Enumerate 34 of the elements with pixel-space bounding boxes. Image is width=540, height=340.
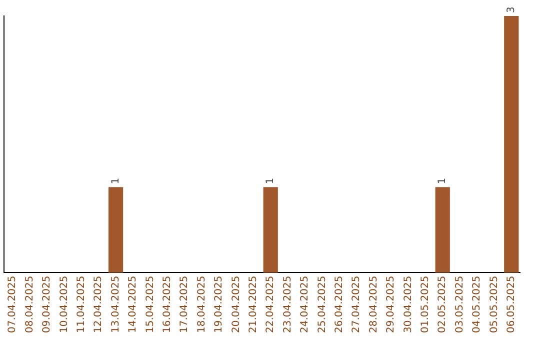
x-tick-label: 03.05.2025 — [454, 276, 466, 334]
x-tick-label: 02.05.2025 — [437, 276, 448, 334]
x-tick-label: 06.05.2025 — [506, 276, 517, 334]
data-label: 3 — [506, 6, 517, 13]
x-tick-label: 09.04.2025 — [42, 276, 53, 334]
x-tick-label: 10.04.2025 — [58, 276, 70, 334]
x-tick-label: 30.04.2025 — [402, 276, 414, 334]
x-tick-label: 11.04.2025 — [76, 276, 87, 334]
x-tick-label: 16.04.2025 — [162, 276, 173, 334]
x-tick-label: 17.04.2025 — [179, 276, 190, 334]
x-tick-label: 23.04.2025 — [282, 276, 294, 334]
data-label: 1 — [110, 178, 122, 184]
x-tick-label: 07.04.2025 — [7, 276, 18, 334]
x-tick-label: 21.04.2025 — [248, 276, 259, 334]
x-tick-label: 12.04.2025 — [93, 276, 104, 334]
x-tick-label: 15.04.2025 — [144, 276, 156, 334]
x-tick-label: 08.04.2025 — [24, 276, 36, 334]
data-label: 1 — [265, 178, 276, 184]
x-tick-label: 13.04.2025 — [110, 276, 122, 334]
x-tick-label: 05.05.2025 — [488, 276, 500, 334]
x-tick-label: 24.04.2025 — [300, 276, 311, 334]
x-tick-label: 22.04.2025 — [265, 276, 276, 334]
x-tick-label: 29.04.2025 — [386, 276, 397, 334]
x-tick-label: 28.04.2025 — [368, 276, 380, 334]
x-tick-label: 25.04.2025 — [316, 276, 328, 334]
data-label: 1 — [437, 178, 448, 184]
x-tick-label: 27.04.2025 — [351, 276, 362, 334]
x-tick-label: 18.04.2025 — [196, 276, 208, 334]
x-tick-label: 26.04.2025 — [334, 276, 345, 334]
x-tick-label: 14.04.2025 — [128, 276, 139, 334]
x-tick-label: 19.04.2025 — [214, 276, 225, 334]
x-tick-label: 20.04.2025 — [230, 276, 242, 334]
x-tick-label: 04.05.2025 — [472, 276, 483, 334]
x-tick-label: 01.05.2025 — [420, 276, 431, 334]
